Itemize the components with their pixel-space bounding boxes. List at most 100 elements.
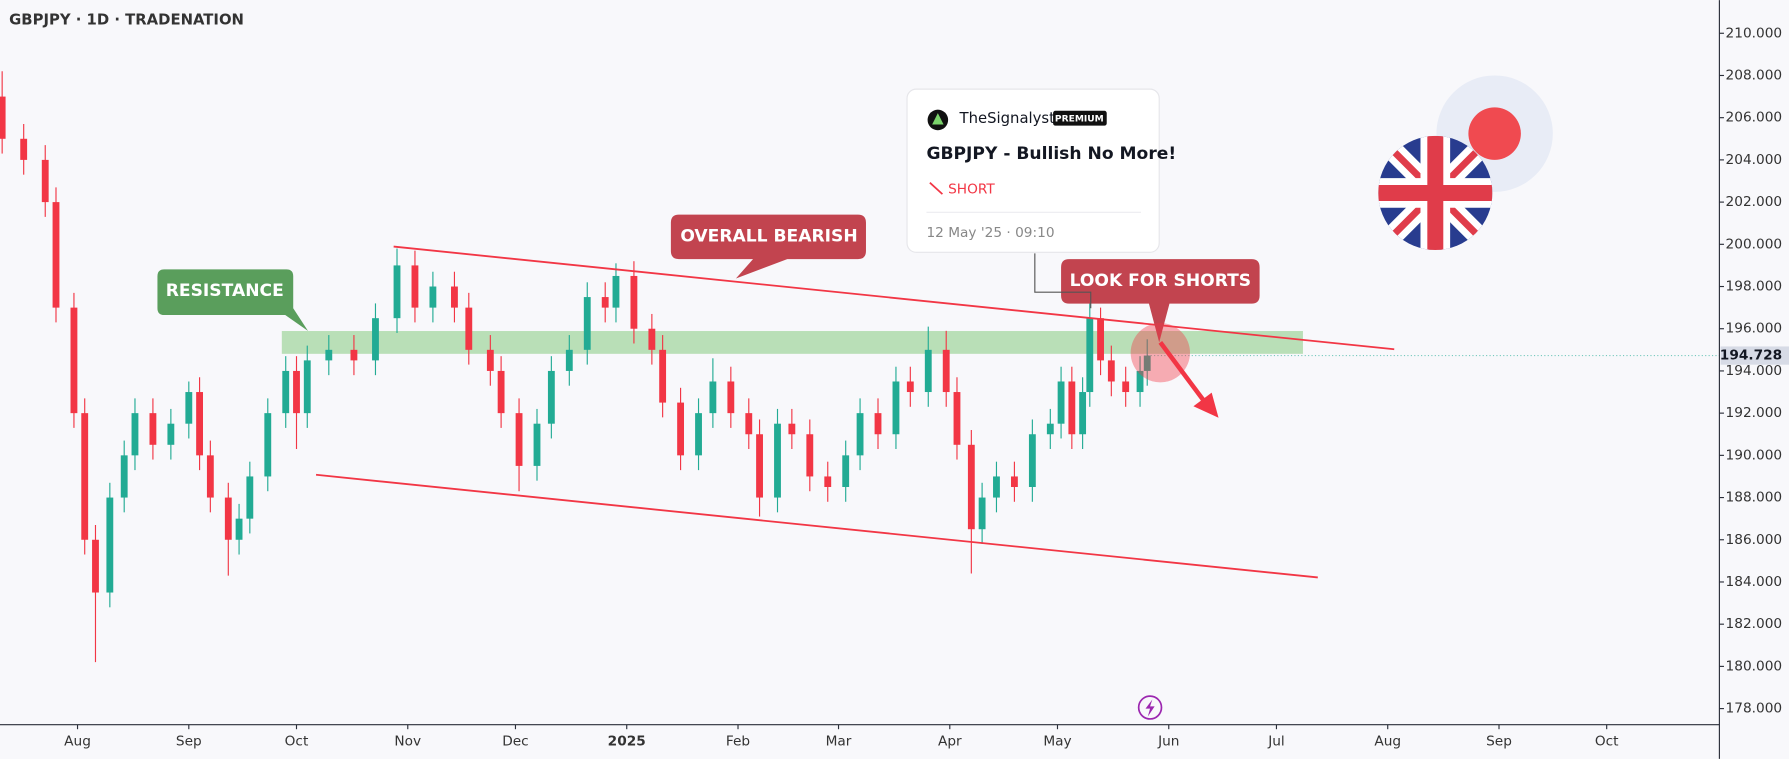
- badge: PREMIUM: [1055, 114, 1104, 124]
- candle-body: [601, 297, 609, 308]
- x-tick-label: Jul: [1267, 734, 1285, 750]
- x-tick-label: Jun: [1157, 734, 1179, 750]
- x-tick-label: May: [1043, 734, 1071, 750]
- callout-shape: [1061, 259, 1260, 343]
- candle-body: [149, 413, 157, 445]
- y-tick-label: 204.000: [1726, 152, 1783, 168]
- candle-body: [246, 476, 254, 519]
- event-bolt: [1145, 699, 1155, 717]
- candle-body: [81, 413, 89, 540]
- idea-card[interactable]: TheSignalyst PREMIUM GBPJPY - Bullish No…: [906, 88, 1176, 253]
- candle-body: [1143, 355, 1151, 371]
- x-tick-label: Sep: [1486, 734, 1512, 750]
- candle-body: [953, 392, 961, 445]
- card-connector: [1034, 253, 1092, 309]
- candle-body: [429, 286, 437, 308]
- candle-body: [874, 413, 882, 435]
- x-tick-label: Aug: [64, 734, 91, 750]
- candle-body: [1068, 381, 1076, 435]
- y-tick-label: 196.000: [1726, 321, 1783, 337]
- candle-body: [1079, 392, 1087, 435]
- candle-body: [486, 349, 494, 371]
- lower-trendline: [315, 473, 1318, 579]
- y-tick-label: 198.000: [1726, 279, 1783, 295]
- x-tick-label: Apr: [938, 734, 962, 750]
- x-tick-label: Mar: [826, 734, 852, 750]
- x-tick-label: Oct: [1595, 734, 1619, 750]
- highlight-circle: [1130, 323, 1191, 383]
- candle-body: [727, 381, 735, 414]
- candle-body: [185, 392, 193, 424]
- candle-body: [1086, 318, 1094, 393]
- resistance-zone: [281, 331, 1303, 354]
- callout-text: LOOK FOR SHORTS: [1070, 271, 1252, 291]
- shorts-callout: LOOK FOR SHORTS: [1061, 259, 1260, 343]
- candle-body: [774, 423, 781, 498]
- candle-body: [131, 413, 139, 456]
- x-tick-label: Aug: [1374, 734, 1401, 750]
- x-tick-label: Sep: [176, 734, 202, 750]
- candle-body: [695, 413, 702, 456]
- candle-body: [224, 497, 232, 540]
- candle-body: [756, 434, 763, 498]
- idea-date: 12 May '25 · 09:10: [926, 225, 1054, 241]
- candle-body: [293, 370, 300, 414]
- candle-body: [1136, 370, 1144, 393]
- callout-shape: [157, 269, 309, 332]
- candle-body: [630, 275, 638, 329]
- candle-body: [465, 307, 473, 350]
- x-tick-label: Feb: [726, 734, 750, 750]
- candle-body: [942, 349, 950, 393]
- axes: 178.000 180.000 182.000 184.000 186.000 188.0…: [64, 25, 1789, 750]
- candle-body: [824, 476, 832, 488]
- y-tick-label: 210.000: [1726, 25, 1783, 41]
- candle-body: [167, 423, 175, 445]
- arrow-head: [1193, 392, 1219, 418]
- avatar-icon: [932, 113, 944, 125]
- short-icon: [929, 182, 943, 195]
- resistance-callout: RESISTANCE: [157, 269, 309, 332]
- event-icon[interactable]: [1137, 695, 1163, 720]
- candle-body: [325, 349, 333, 361]
- badge-bg: [1053, 110, 1107, 126]
- candle-body: [515, 413, 523, 466]
- y-tick-label: 202.000: [1726, 194, 1783, 210]
- candle-body: [788, 423, 796, 435]
- y-tick-label: 200.000: [1726, 236, 1783, 252]
- candle-body: [677, 402, 685, 456]
- candle-body: [806, 434, 814, 477]
- last-price-label: 194.728: [1720, 348, 1782, 364]
- candle-body: [547, 370, 555, 424]
- candle-body: [648, 328, 656, 350]
- candle-body: [282, 370, 290, 414]
- y-tick-label: 186.000: [1726, 532, 1783, 548]
- arrow-shaft: [1158, 341, 1209, 407]
- candle-body: [497, 370, 505, 414]
- idea-title: GBPJPY - Bullish No More!: [926, 144, 1176, 164]
- y-tick-label: 208.000: [1726, 67, 1783, 83]
- candle-body: [92, 539, 99, 593]
- candle-body: [393, 265, 401, 319]
- flag-icon: [1378, 75, 1553, 251]
- candle-body: [20, 138, 28, 160]
- x-tick-label: Dec: [502, 734, 529, 750]
- candle-body: [565, 349, 573, 371]
- candle-body: [1122, 381, 1130, 393]
- candle-body: [206, 455, 214, 498]
- candle-body: [1057, 381, 1065, 424]
- y-tick-label: 188.000: [1726, 490, 1783, 506]
- candle-body: [1010, 476, 1018, 488]
- candle-body: [1046, 423, 1054, 435]
- candle-body: [842, 455, 850, 488]
- candle-body: [612, 275, 620, 308]
- flag-cross-red: [1378, 135, 1493, 251]
- candle-body: [978, 497, 986, 530]
- candle-body: [411, 265, 419, 308]
- candle-body: [924, 349, 932, 393]
- candle-body: [993, 476, 1000, 498]
- candle-body: [196, 392, 204, 456]
- candle-body: [583, 297, 591, 350]
- candle-body: [303, 360, 311, 414]
